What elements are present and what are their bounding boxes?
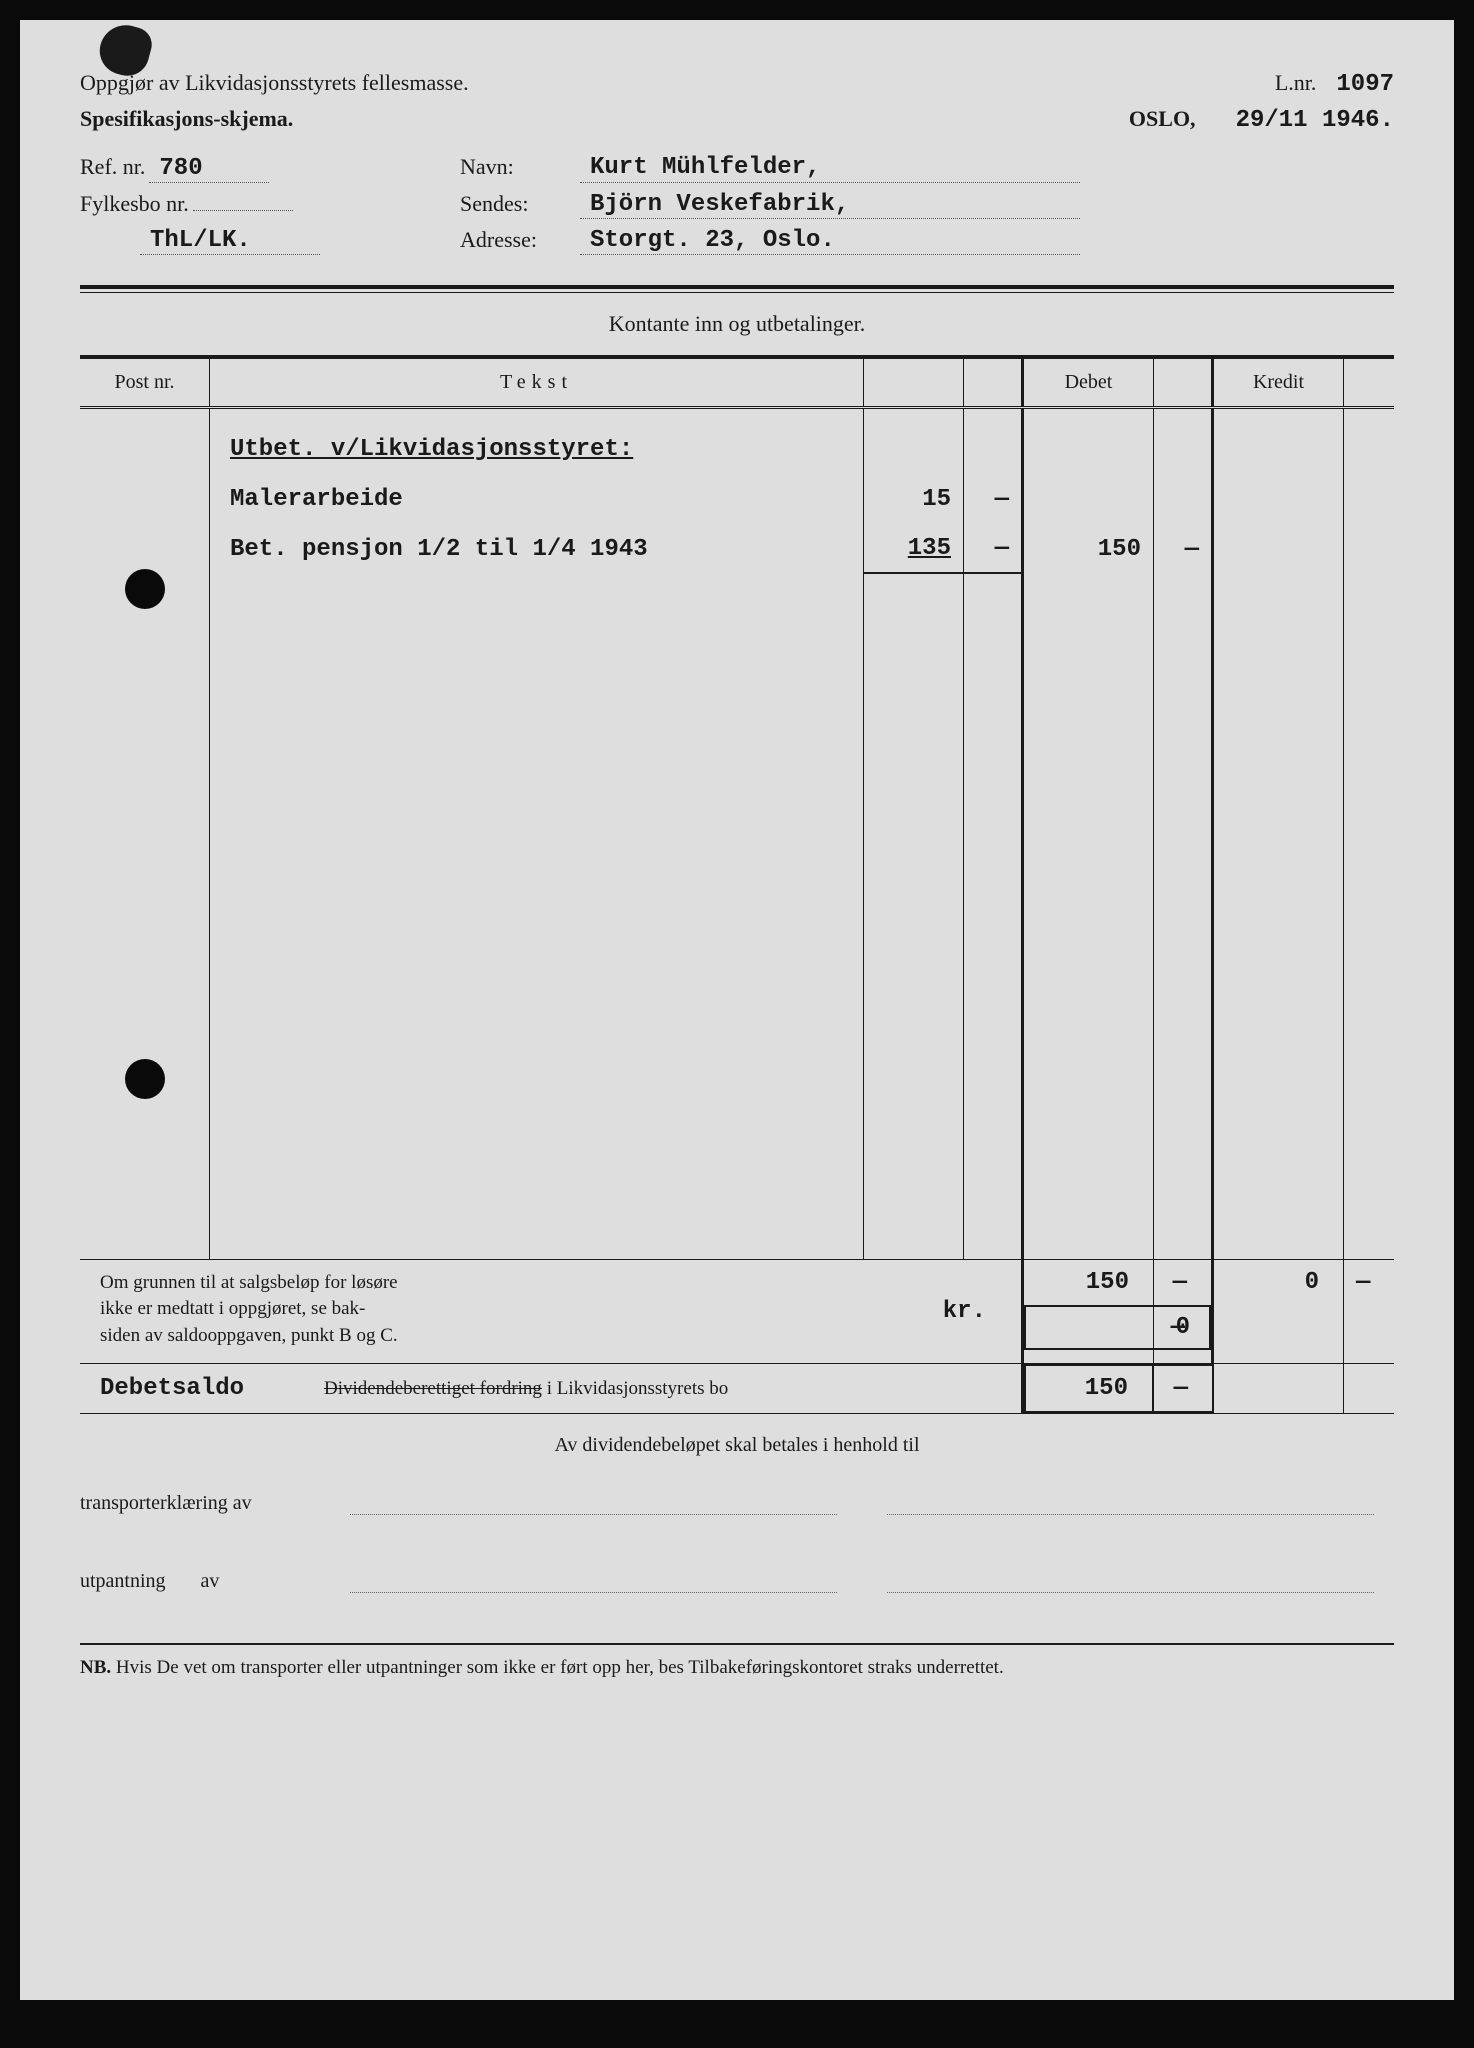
ledger-table: Post nr. Tekst Debet Kredit Utbet. v/Lik… bbox=[80, 355, 1394, 1414]
punch-hole-icon bbox=[125, 569, 165, 609]
strike-text: Dividendeberettiget fordring bbox=[324, 1378, 542, 1399]
note-line: siden av saldooppgaven, punkt B og C. bbox=[100, 1325, 1001, 1347]
final-debet: 150 bbox=[1038, 1375, 1140, 1402]
entry-value: 135 bbox=[864, 535, 963, 562]
col-kredit-header: Kredit bbox=[1214, 359, 1344, 406]
navn-value: Kurt Mühlfelder, bbox=[580, 154, 1080, 183]
note-line: ikke er medtatt i oppgjøret, se bak- bbox=[100, 1298, 365, 1325]
entry-value: — bbox=[964, 535, 1021, 562]
transport-label: transporterklæring av bbox=[80, 1492, 320, 1515]
ref-value: 780 bbox=[149, 155, 269, 183]
entry-text: Malerarbeide bbox=[230, 486, 403, 513]
lnr-label: L.nr. bbox=[1275, 70, 1317, 96]
col-sub1-header bbox=[864, 359, 964, 406]
document-page: Oppgjør av Likvidasjonsstyrets fellesmas… bbox=[20, 20, 1454, 2000]
nb-text: Hvis De vet om transporter eller utpantn… bbox=[116, 1657, 1004, 1678]
kredit2-column bbox=[1344, 409, 1394, 1259]
col-tekst-header: Tekst bbox=[210, 359, 864, 406]
header-line2: Spesifikasjons-skjema. bbox=[80, 106, 293, 134]
debet-column: 150 bbox=[1024, 409, 1154, 1259]
bottom-center-text: Av dividendebeløpet skal betales i henho… bbox=[80, 1434, 1394, 1457]
total-sub: — bbox=[1166, 1314, 1197, 1341]
entry-text: Bet. pensjon 1/2 til 1/4 1943 bbox=[230, 536, 648, 563]
footer-section: Om grunnen til at salgsbeløp for løsøre … bbox=[80, 1259, 1394, 1363]
sign-line bbox=[350, 1487, 837, 1515]
kr-label: kr. bbox=[943, 1298, 1001, 1325]
total-sub: — bbox=[1166, 1269, 1199, 1296]
debetsaldo-label: Debetsaldo bbox=[100, 1375, 244, 1402]
thl-value: ThL/LK. bbox=[140, 227, 320, 255]
final-sub: — bbox=[1166, 1375, 1200, 1402]
sendes-value: Björn Veskefabrik, bbox=[580, 191, 1080, 219]
header-line1: Oppgjør av Likvidasjonsstyrets fellesmas… bbox=[80, 70, 469, 98]
debetsaldo-row: Debetsaldo Dividendeberettiget fordring … bbox=[80, 1363, 1394, 1413]
sign-line bbox=[887, 1565, 1374, 1593]
total-debet: 150 bbox=[1036, 1269, 1141, 1296]
entry-text: Utbet. v/Likvidasjonsstyret: bbox=[230, 436, 633, 463]
section-title: Kontante inn og utbetalinger. bbox=[80, 293, 1394, 355]
total-sub: — bbox=[1356, 1269, 1382, 1296]
punch-hole-icon bbox=[125, 1059, 165, 1099]
rest-text: i Likvidasjonsstyrets bo bbox=[547, 1378, 729, 1399]
footer-amounts: 150 0 — — 0 — bbox=[1024, 1260, 1394, 1363]
nb-bold: NB. bbox=[80, 1657, 111, 1678]
utpantning-label: utpantning av bbox=[80, 1570, 320, 1593]
header-area: Oppgjør av Likvidasjonsstyrets fellesmas… bbox=[80, 70, 1394, 255]
kredit-column bbox=[1214, 409, 1344, 1259]
bottom-area: Av dividendebeløpet skal betales i henho… bbox=[80, 1414, 1394, 1679]
sign-line bbox=[350, 1565, 837, 1593]
col-kredit2-header bbox=[1344, 359, 1394, 406]
adresse-value: Storgt. 23, Oslo. bbox=[580, 227, 1080, 255]
ledger-body: Utbet. v/Likvidasjonsstyret: Malerarbeid… bbox=[80, 409, 1394, 1259]
sendes-label: Sendes: bbox=[460, 191, 580, 219]
divider bbox=[80, 285, 1394, 293]
nb-line: NB. Hvis De vet om transporter eller utp… bbox=[80, 1643, 1394, 1679]
entry-value: 150 bbox=[1024, 536, 1153, 563]
total-kredit: 0 bbox=[1226, 1269, 1331, 1296]
note-line: Om grunnen til at salgsbeløp for løsøre bbox=[100, 1272, 1001, 1294]
ref-label: Ref. nr. bbox=[80, 154, 145, 179]
footer-note: Om grunnen til at salgsbeløp for løsøre … bbox=[80, 1260, 1024, 1363]
fylkesbo-label: Fylkesbo nr. bbox=[80, 191, 189, 216]
fylkesbo-value bbox=[193, 210, 293, 211]
lnr-value: 1097 bbox=[1336, 71, 1394, 98]
adresse-label: Adresse: bbox=[460, 227, 580, 255]
city: OSLO, bbox=[1129, 106, 1196, 132]
entry-value: — bbox=[964, 486, 1021, 513]
sign-line bbox=[887, 1487, 1374, 1515]
post-column bbox=[80, 409, 210, 1259]
col-debet2-header bbox=[1154, 359, 1214, 406]
debet2-column: — bbox=[1154, 409, 1214, 1259]
col-post-header: Post nr. bbox=[80, 359, 210, 406]
navn-label: Navn: bbox=[460, 154, 580, 183]
tekst-column: Utbet. v/Likvidasjonsstyret: Malerarbeid… bbox=[210, 409, 864, 1259]
sub1-column: 15 135 bbox=[864, 409, 964, 1259]
col-debet-header: Debet bbox=[1024, 359, 1154, 406]
col-sub2-header bbox=[964, 359, 1024, 406]
entry-value: — bbox=[1154, 536, 1211, 563]
date: 29/11 1946. bbox=[1236, 107, 1394, 134]
sub2-column: — — bbox=[964, 409, 1024, 1259]
entry-value: 15 bbox=[864, 486, 963, 513]
ledger-header: Post nr. Tekst Debet Kredit bbox=[80, 359, 1394, 409]
